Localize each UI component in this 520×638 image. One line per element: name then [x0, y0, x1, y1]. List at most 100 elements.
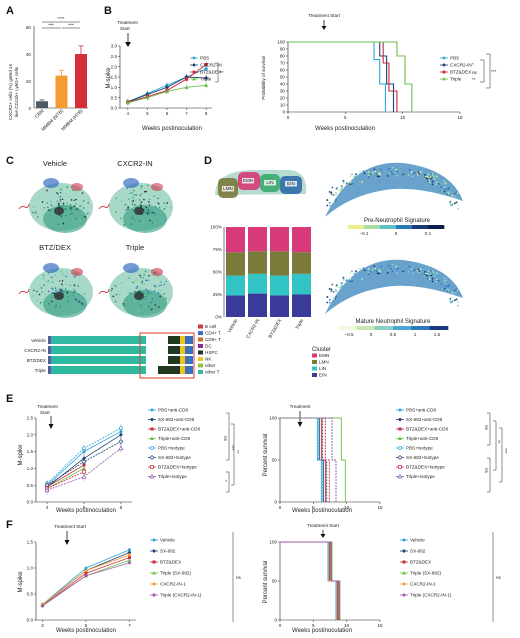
- signature-cell: [426, 176, 429, 178]
- signature-cell: [448, 191, 451, 194]
- umap-cloud: [123, 205, 167, 233]
- legend-label: BTZ&DEX+anti-CD8: [158, 427, 200, 432]
- sig-label: *: [223, 480, 228, 482]
- umap-cell: [146, 293, 148, 295]
- y-tick-label: 40: [280, 82, 286, 87]
- signature-cell: [341, 185, 343, 188]
- signature-cell: [377, 270, 380, 272]
- signature-cell: [431, 269, 434, 272]
- colorbar-tick: 1.5: [434, 332, 441, 337]
- umap-cell: [77, 285, 80, 287]
- legend-marker: [149, 473, 155, 479]
- stacked-bar-segment: [226, 252, 245, 276]
- sig-brackets: [480, 53, 491, 89]
- legend-label: SX-682+anti-CD8: [158, 417, 195, 422]
- umap-cell: [58, 204, 60, 207]
- umap-cell: [47, 290, 50, 293]
- data-point: [204, 83, 209, 87]
- signature-cell: [379, 173, 382, 176]
- panel-e-ylabel: M-spike: [18, 444, 24, 466]
- legend-label: Triple: [200, 77, 212, 82]
- legend-label: PBS: [200, 56, 209, 61]
- signature-cell: [440, 279, 443, 282]
- legend-marker: [150, 436, 154, 440]
- signature-cell: [362, 170, 365, 173]
- signature-cell: [339, 286, 342, 289]
- umap-cell: [40, 287, 43, 289]
- umap-cell: [75, 198, 77, 201]
- y-tick-label: 1.5: [27, 540, 34, 545]
- stacked-bar-segment: [292, 273, 311, 295]
- legend-marker: [192, 70, 196, 74]
- colorbar-segment: [429, 326, 449, 330]
- umap-cell: [42, 277, 45, 280]
- umap-cell: [39, 301, 42, 304]
- umap-cell: [36, 290, 38, 293]
- umap-cell: [165, 280, 167, 283]
- signature-cell: [391, 270, 394, 273]
- x-tick-label: 10: [344, 505, 350, 510]
- signature-cell: [342, 181, 345, 184]
- umap-cell: [136, 204, 139, 207]
- panel-f-mspike-chart: Treatment Start M-spike Weeks postinocul…: [18, 524, 242, 634]
- umap-cell: [70, 199, 73, 201]
- umap-cell: [140, 204, 142, 207]
- signature-cell: [346, 182, 348, 185]
- legend-marker: [398, 436, 402, 440]
- panel-f-surv-xlabel: Weeks postinoculation: [292, 628, 352, 634]
- umap-cell: [140, 287, 142, 289]
- signature-cell: [340, 188, 343, 191]
- umap-cell: [153, 195, 156, 197]
- umap-cell: [52, 298, 55, 300]
- panel-a-ytick: 20: [26, 79, 32, 84]
- signature-cell: [456, 204, 459, 206]
- panel-e-surv-ylabel: Percent survival: [263, 434, 269, 477]
- umap-cell: [113, 296, 115, 299]
- umap-cell: [120, 200, 123, 202]
- umap-cell: [112, 295, 114, 298]
- signature-cell: [402, 270, 405, 273]
- panel-f-survival-chart: Treatment Start Percent survival Weeks p…: [263, 523, 502, 634]
- signature-cell: [374, 267, 376, 270]
- umap-cell: [132, 207, 135, 210]
- signature-cell: [428, 181, 431, 183]
- signature-cell: [365, 171, 368, 174]
- sig-label: ns: [472, 70, 478, 75]
- signature-cell: [419, 268, 422, 270]
- umap-cell: [145, 210, 148, 212]
- y-tick-label: 0: [282, 110, 285, 115]
- signature-cell: [369, 173, 372, 176]
- umap-cell: [143, 294, 146, 296]
- umap-cell: [35, 211, 37, 214]
- signature-cell: [384, 171, 387, 173]
- umap-cell: [144, 270, 147, 273]
- signature-cell: [386, 175, 389, 177]
- signature-cell: [333, 201, 336, 204]
- umap-cell: [75, 223, 77, 226]
- signature-cell: [426, 177, 429, 180]
- signature-cell: [425, 272, 428, 275]
- umap-cell: [127, 198, 130, 200]
- signature-cell: [431, 172, 434, 175]
- signature-cell: [394, 171, 397, 174]
- signature-cell: [424, 173, 426, 176]
- legend-marker: [192, 63, 196, 67]
- umap-cell: [169, 206, 172, 209]
- series-line: [46, 468, 85, 489]
- umap-cell: [129, 192, 132, 195]
- umap-cell: [44, 293, 46, 295]
- legend-swatch: [198, 370, 203, 374]
- umap-cell: [83, 292, 86, 295]
- umap-cell: [67, 300, 69, 303]
- signature-cell: [355, 173, 357, 176]
- legend-marker: [398, 408, 402, 412]
- data-point: [164, 89, 170, 94]
- legend-marker: [150, 417, 154, 422]
- stacked-bar-segment: [226, 227, 245, 253]
- legend-marker: [442, 77, 446, 81]
- signature-cell: [338, 286, 340, 289]
- signature-cell: [431, 180, 434, 183]
- legend-marker: [152, 549, 156, 553]
- umap-cell: [133, 189, 135, 192]
- stacked-bar-segment: [292, 252, 311, 274]
